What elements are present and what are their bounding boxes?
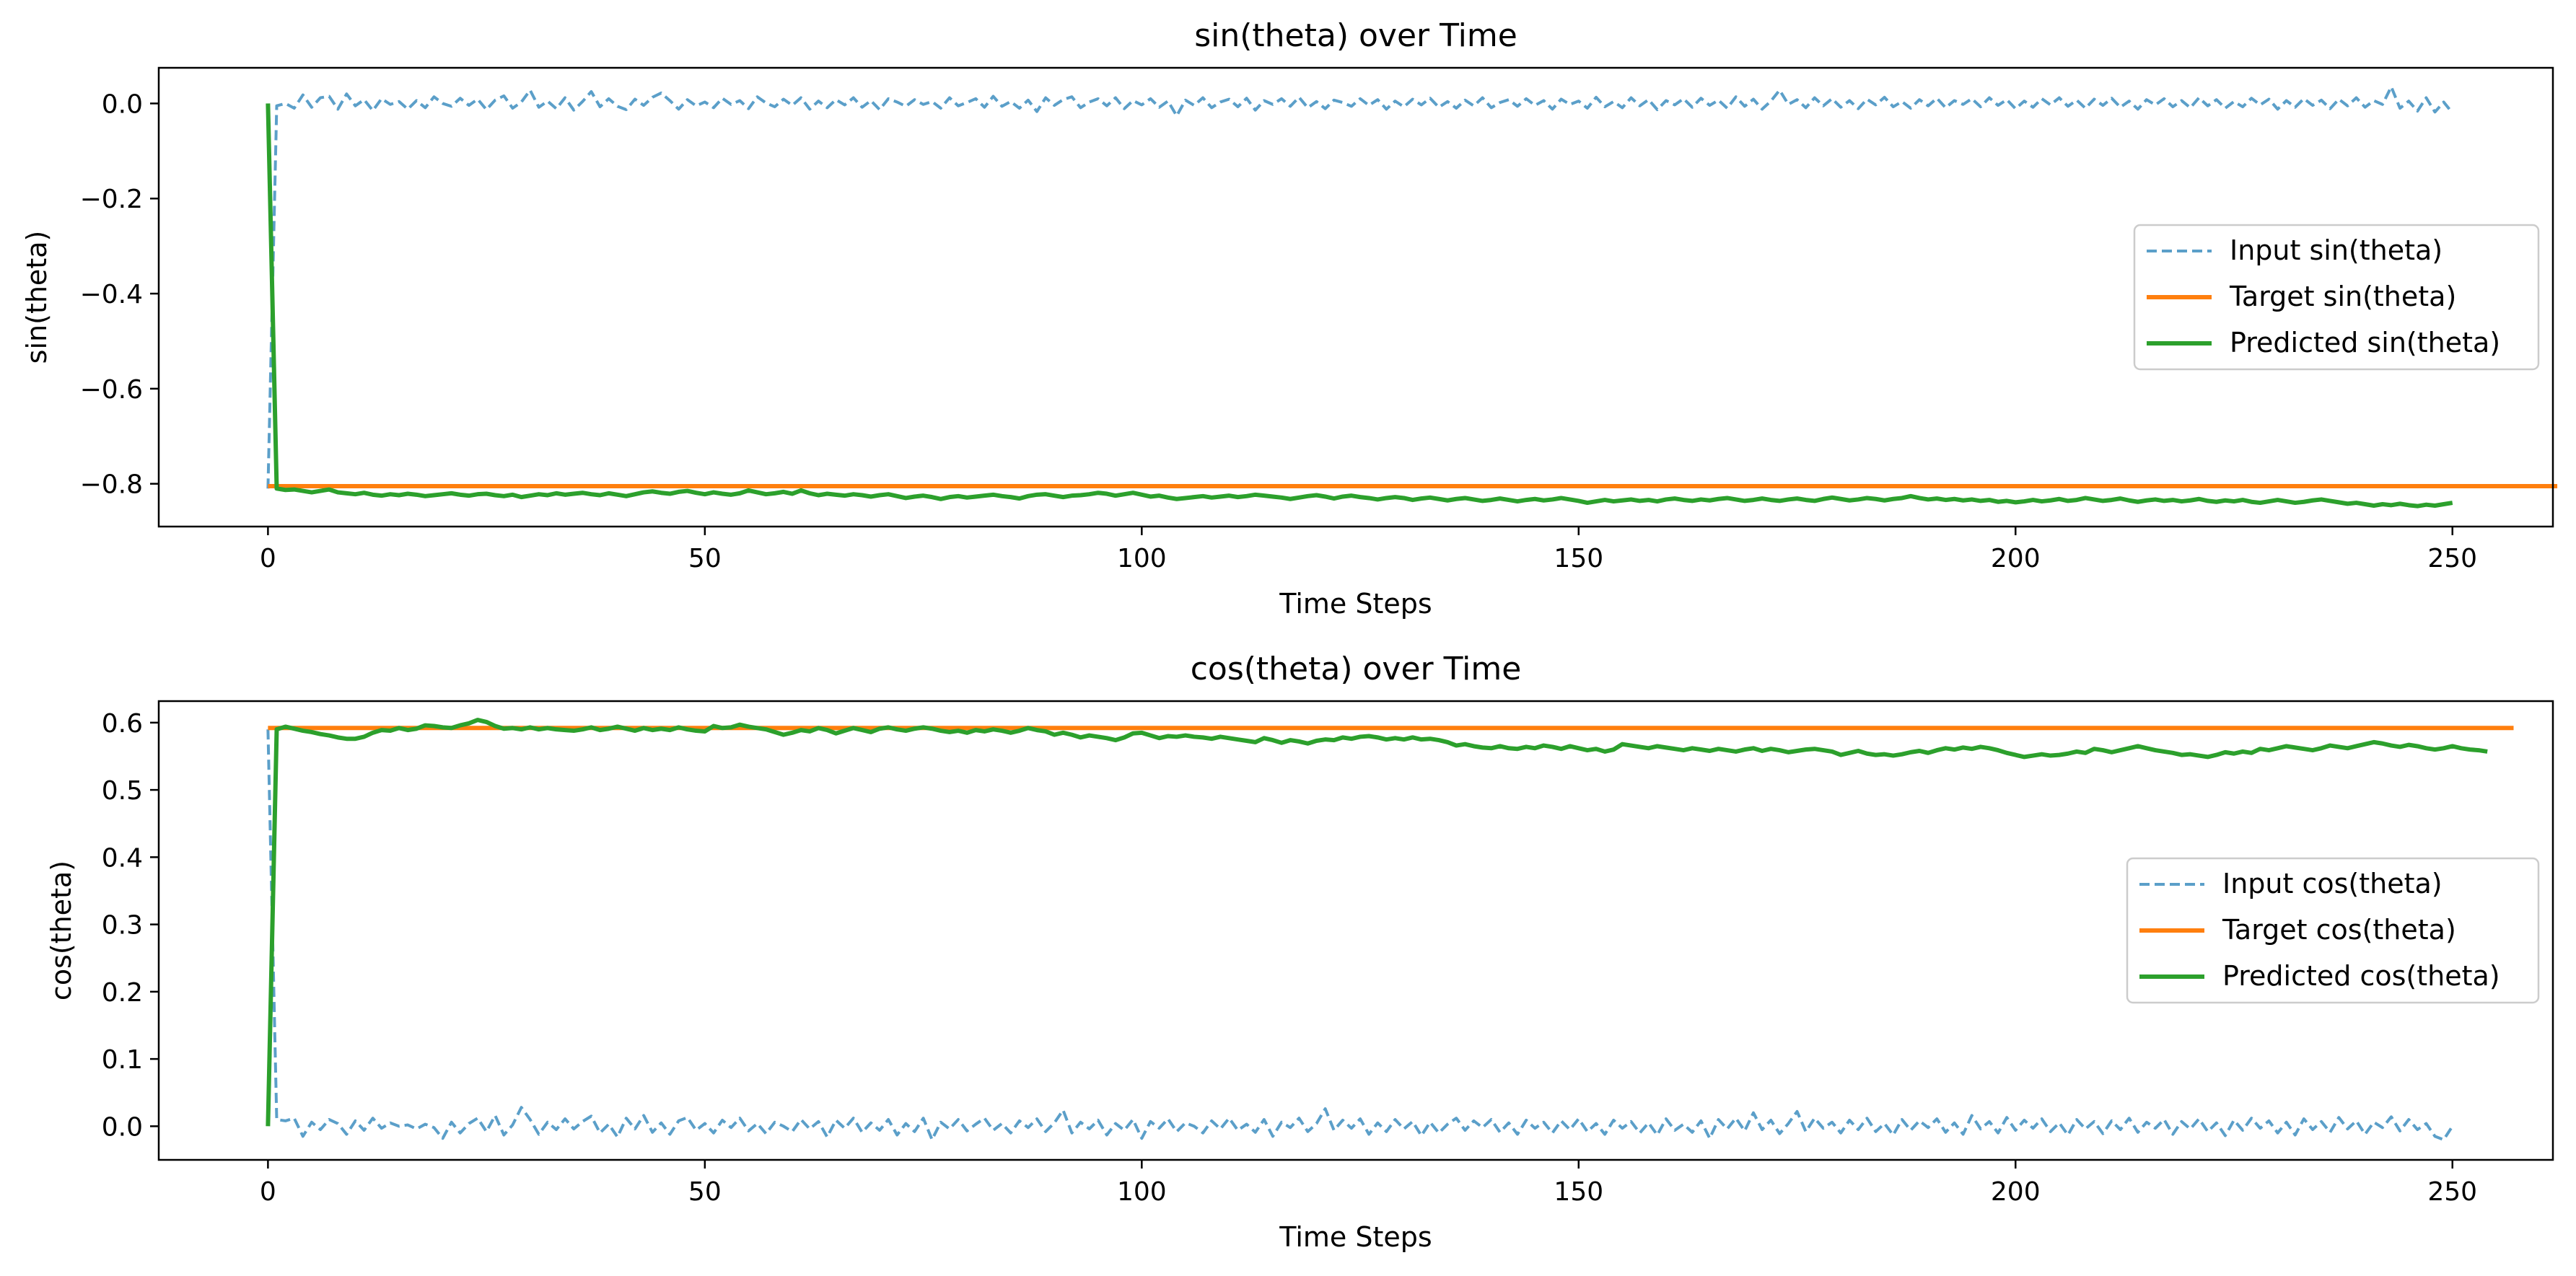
sin-legend-label-input: Input sin(theta) (2230, 234, 2443, 266)
sin-legend-swatches (2147, 250, 2212, 346)
cos-y-tick-label: 0.0 (102, 1112, 143, 1142)
sin-series-predicted-line (266, 103, 2453, 509)
cos-legend-label-target: Target cos(theta) (2222, 914, 2456, 946)
cos-x-ticks: 0 50 100 150 200 250 (260, 1160, 2477, 1207)
sin-axes-frame (157, 66, 2554, 528)
sin-x-tick-label: 50 (688, 544, 722, 573)
sin-y-tick-label: −0.4 (80, 280, 143, 309)
sin-x-ticks: 0 50 100 150 200 250 (260, 527, 2477, 573)
sin-x-tick-label: 150 (1554, 544, 1603, 573)
sin-legend: Input sin(theta) Target sin(theta) Predi… (2133, 224, 2540, 371)
cos-x-tick-label: 0 (260, 1177, 276, 1207)
cos-x-tick-label: 100 (1117, 1177, 1167, 1207)
sin-legend-label-predicted: Predicted sin(theta) (2230, 327, 2500, 358)
cos-y-axis-label: cos(theta) (45, 861, 77, 1000)
sin-y-tick-label: 0.0 (102, 89, 143, 119)
sin-y-tick-label: −0.2 (80, 185, 143, 214)
cos-x-tick-label: 200 (1991, 1177, 2041, 1207)
cos-legend-label-predicted: Predicted cos(theta) (2222, 960, 2500, 992)
cos-series-layer (266, 718, 2514, 1142)
sin-y-axis-label: sin(theta) (21, 231, 53, 364)
cos-series-predicted-line (266, 718, 2488, 1127)
cos-panel-title: cos(theta) over Time (1191, 651, 1522, 687)
sin-legend-label-target: Target sin(theta) (2229, 281, 2456, 312)
sin-x-axis-label: Time Steps (1279, 588, 1432, 620)
cos-y-tick-label: 0.5 (102, 776, 143, 806)
sin-series-layer (266, 85, 2558, 509)
sin-x-tick-label: 100 (1117, 544, 1167, 573)
cos-y-tick-label: 0.1 (102, 1045, 143, 1075)
sin-legend-box (2133, 224, 2540, 371)
cos-legend-label-input: Input cos(theta) (2222, 868, 2443, 899)
cos-y-tick-label: 0.2 (102, 978, 143, 1008)
cos-legend: Input cos(theta) Target cos(theta) Predi… (2126, 857, 2540, 1004)
cos-legend-swatches (2139, 883, 2204, 979)
sin-x-tick-label: 0 (260, 544, 276, 573)
cos-series-input-line (266, 729, 2454, 1142)
cos-y-tick-label: 0.3 (102, 911, 143, 941)
sin-y-tick-label: −0.8 (80, 470, 143, 500)
sin-x-tick-label: 250 (2427, 544, 2477, 573)
sin-theta-panel: sin(theta) over Time 0 50 100 150 200 250 −0.… (21, 17, 2558, 620)
sin-y-ticks: −0.8 −0.6 −0.4 −0.2 0.0 (80, 89, 159, 500)
sin-panel-title: sin(theta) over Time (1194, 17, 1517, 54)
cos-x-axis-label: Time Steps (1279, 1221, 1432, 1253)
cos-x-tick-label: 150 (1554, 1177, 1603, 1207)
sin-series-input-line (266, 85, 2454, 489)
cos-axes-frame (157, 700, 2554, 1161)
cos-x-tick-label: 250 (2427, 1177, 2477, 1207)
cos-y-ticks: 0.0 0.1 0.2 0.3 0.4 0.5 0.6 (102, 709, 159, 1142)
cos-y-tick-label: 0.4 (102, 843, 143, 873)
cos-x-tick-label: 50 (688, 1177, 722, 1207)
sin-y-tick-label: −0.6 (80, 375, 143, 405)
cos-y-tick-label: 0.6 (102, 709, 143, 739)
sin-x-tick-label: 200 (1991, 544, 2041, 573)
cos-legend-box (2126, 857, 2540, 1004)
cos-theta-panel: cos(theta) over Time 0 50 100 150 200 250 0.0… (45, 651, 2554, 1253)
